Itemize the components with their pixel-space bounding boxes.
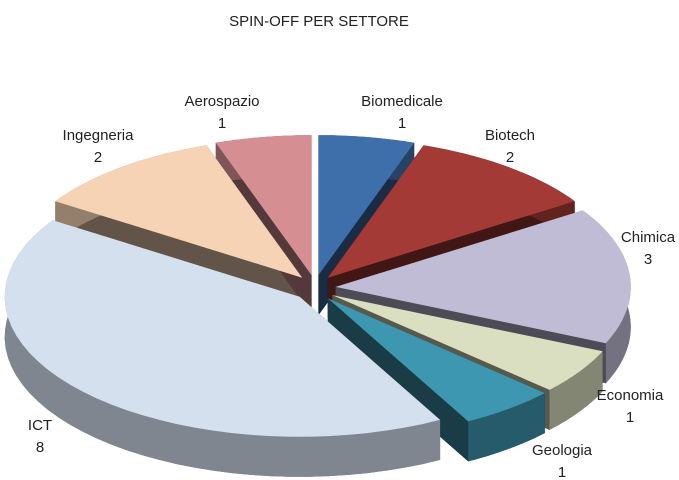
- label-value: 1: [558, 464, 566, 480]
- slice: [55, 145, 303, 278]
- label-name: Economia: [597, 387, 664, 404]
- data-label: Ingegneria 2: [63, 127, 135, 166]
- label-name: Geologia: [532, 442, 593, 459]
- label-name: Ingegneria: [63, 127, 135, 144]
- slice: [4, 220, 441, 437]
- slice: [327, 145, 575, 278]
- slice-side: [468, 393, 545, 462]
- label-value: 8: [36, 439, 44, 456]
- slice: [335, 210, 631, 344]
- label-name: Biomedicale: [361, 93, 443, 110]
- label-value: 3: [644, 251, 652, 268]
- label-name: Chimica: [621, 229, 676, 246]
- data-label: Biotech 2: [485, 127, 535, 166]
- label-value: 1: [626, 409, 634, 426]
- label-value: 2: [506, 149, 514, 166]
- data-label: Aerospazio 1: [184, 93, 259, 132]
- chart-title: SPIN-OFF PER SETTORE: [229, 13, 409, 30]
- slice: [215, 135, 312, 276]
- data-label: Geologia 1: [532, 442, 593, 480]
- data-label: Economia 1: [597, 387, 664, 426]
- slice-side: [4, 220, 441, 477]
- slice: [318, 135, 415, 276]
- slice: [332, 295, 603, 390]
- label-value: 1: [218, 115, 226, 132]
- data-label: ICT 8: [28, 417, 52, 456]
- label-name: Biotech: [485, 127, 535, 144]
- slice-side: [549, 351, 603, 430]
- label-name: Aerospazio: [184, 93, 259, 110]
- data-label: Chimica 3: [621, 229, 676, 268]
- label-name: ICT: [28, 417, 52, 434]
- label-value: 1: [398, 115, 406, 132]
- slice-tops: [4, 135, 631, 437]
- label-value: 2: [94, 149, 102, 166]
- slice: [327, 298, 545, 422]
- data-label: Biomedicale 1: [361, 93, 443, 132]
